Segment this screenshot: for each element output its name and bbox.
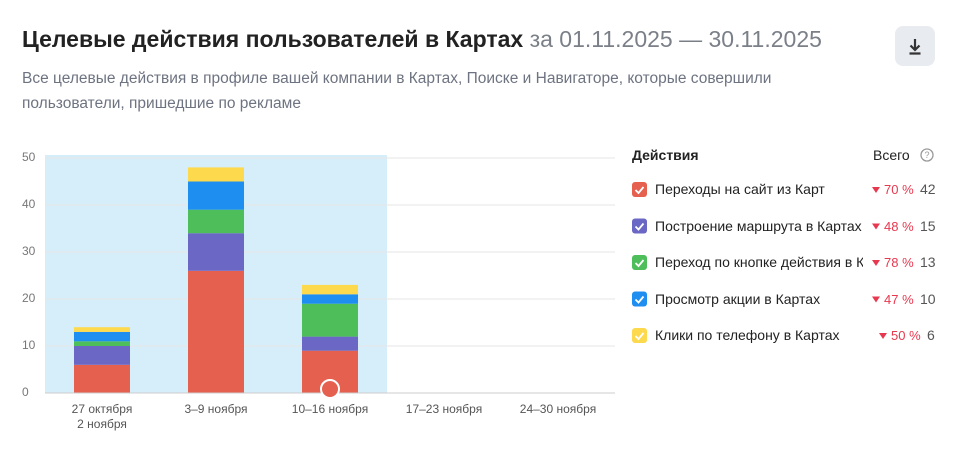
legend-checkbox[interactable] bbox=[632, 328, 647, 343]
bar-segment bbox=[188, 167, 244, 182]
checkmark bbox=[634, 259, 645, 268]
legend-name: Построение маршрута в Картах bbox=[655, 217, 862, 234]
x-tick-label: 3–9 ноября bbox=[184, 402, 248, 416]
bar-segment bbox=[74, 331, 130, 342]
legend-name: Клики по телефону в Картах bbox=[655, 327, 840, 343]
bar-segment bbox=[302, 284, 358, 295]
legend-change: 47 % bbox=[884, 291, 914, 307]
checkmark bbox=[634, 186, 645, 195]
subtitle: Все целевые действия в профиле вашей ком… bbox=[22, 70, 772, 112]
legend-name: Переход по кнопке действия в Картах bbox=[655, 254, 863, 270]
legend-checkbox[interactable] bbox=[632, 255, 647, 270]
checkmark bbox=[634, 222, 645, 231]
legend-total: 15 bbox=[920, 217, 936, 234]
x-tick-label: 24–30 ноября bbox=[519, 402, 597, 416]
y-tick-label: 40 bbox=[22, 197, 36, 211]
title-row: Целевые действия пользователей в Картах … bbox=[22, 26, 822, 53]
legend-checkbox[interactable] bbox=[632, 291, 647, 307]
legend-name: Просмотр акции в Картах bbox=[655, 290, 821, 307]
down-triangle bbox=[879, 333, 887, 339]
bar-segment bbox=[74, 327, 130, 332]
bar-segment bbox=[188, 181, 244, 210]
y-tick-label: 0 bbox=[22, 385, 29, 399]
title: Целевые действия пользователей в Картах bbox=[22, 26, 524, 52]
down-triangle bbox=[872, 260, 880, 266]
bar-segment bbox=[302, 303, 358, 337]
legend-total: 10 bbox=[920, 290, 936, 307]
y-tick-label: 30 bbox=[22, 244, 36, 258]
legend-title: Действия bbox=[632, 147, 699, 163]
bar-segment bbox=[74, 364, 130, 393]
legend-name: Переходы на сайт из Карт bbox=[655, 181, 825, 197]
y-tick-label: 50 bbox=[22, 150, 36, 164]
bar-segment bbox=[188, 270, 244, 393]
bar-segment bbox=[188, 233, 244, 271]
event-marker bbox=[320, 379, 340, 399]
x-tick-label: 17–23 ноября bbox=[405, 402, 483, 416]
download-button[interactable] bbox=[895, 26, 935, 66]
bar-segment bbox=[302, 294, 358, 304]
period: за 01.11.2025 — 30.11.2025 bbox=[529, 26, 822, 52]
down-triangle bbox=[872, 223, 880, 230]
legend-change: 50 % bbox=[891, 328, 921, 343]
download-icon bbox=[909, 39, 921, 55]
legend-change: 78 % bbox=[884, 255, 914, 270]
legend-total: 6 bbox=[927, 327, 935, 343]
y-tick-label: 10 bbox=[22, 338, 36, 352]
x-tick-label: 10–16 ноября bbox=[291, 402, 369, 416]
bar-segment bbox=[302, 336, 358, 351]
bar-segment bbox=[188, 209, 244, 234]
checkmark bbox=[634, 295, 645, 304]
legend-total-title: Всего bbox=[873, 147, 910, 163]
x-tick-label: 27 октября 2 ноября bbox=[71, 402, 133, 431]
down-triangle bbox=[872, 187, 880, 193]
help-icon bbox=[920, 148, 934, 162]
down-triangle bbox=[872, 296, 880, 303]
legend-checkbox[interactable] bbox=[632, 218, 647, 234]
legend-checkbox[interactable] bbox=[632, 182, 647, 197]
legend-total: 42 bbox=[920, 181, 936, 197]
legend-change: 48 % bbox=[884, 218, 914, 234]
bar-segment bbox=[74, 346, 130, 365]
checkmark bbox=[634, 332, 645, 341]
legend-change: 70 % bbox=[884, 182, 914, 197]
bar-segment bbox=[74, 341, 130, 346]
y-tick-label: 20 bbox=[22, 291, 36, 305]
legend-total: 13 bbox=[920, 254, 936, 270]
help-mark: ? bbox=[924, 150, 929, 160]
